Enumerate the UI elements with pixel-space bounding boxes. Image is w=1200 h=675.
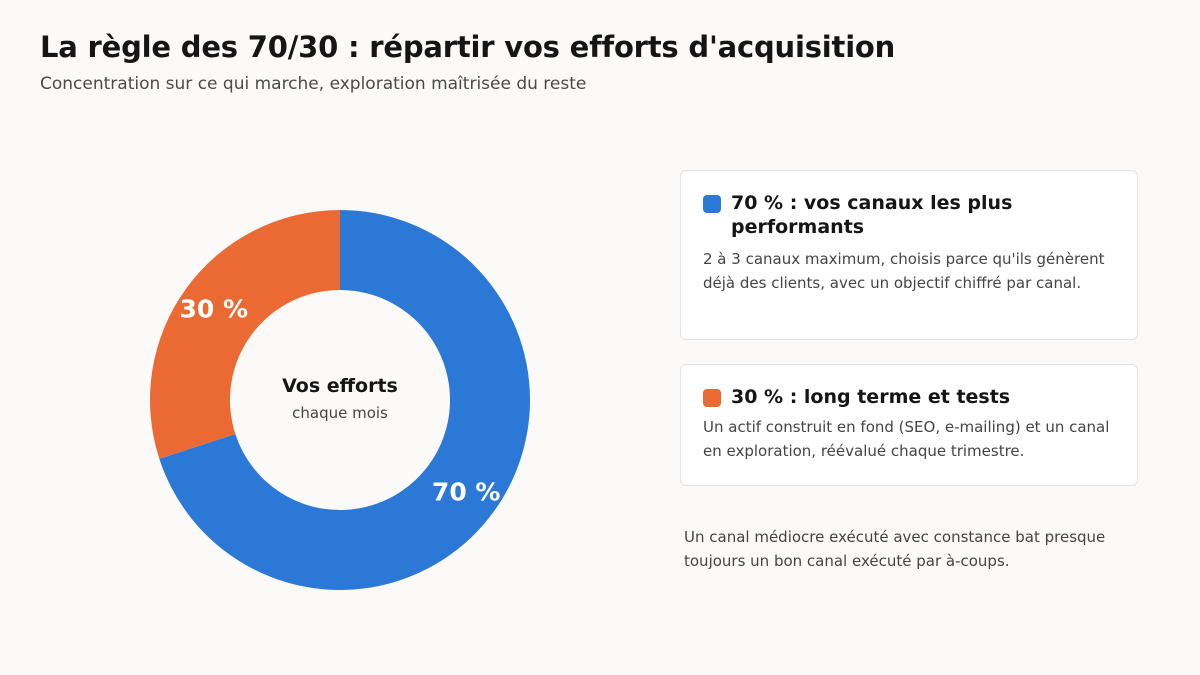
legend-card-title: 70 % : vos canaux les plus performants bbox=[731, 192, 1013, 238]
donut-center-subtitle: chaque mois bbox=[292, 404, 388, 422]
donut-chart: 70 % 30 % Vos efforts chaque mois bbox=[149, 210, 530, 590]
legend-card-header: 70 % : vos canaux les plus performants bbox=[703, 191, 1115, 239]
legend-card-primary: 70 % : vos canaux les plus performants 2… bbox=[680, 170, 1138, 340]
page-subtitle: Concentration sur ce qui marche, explora… bbox=[40, 74, 587, 94]
donut-center-title: Vos efforts bbox=[282, 375, 398, 397]
legend-card-secondary: 30 % : long terme et tests Un actif cons… bbox=[680, 364, 1138, 486]
blue-swatch-icon bbox=[703, 195, 721, 213]
orange-swatch-icon bbox=[703, 389, 721, 407]
donut-slices bbox=[149, 210, 530, 590]
legend-card-title: 30 % : long terme et tests bbox=[731, 386, 1011, 408]
page-title: La règle des 70/30 : répartir vos effort… bbox=[40, 30, 896, 64]
donut-slice bbox=[159, 210, 530, 590]
legend-card-header: 30 % : long terme et tests bbox=[703, 385, 1115, 409]
donut-slice-labels: 70 % 30 % bbox=[180, 294, 501, 506]
donut-slice bbox=[149, 210, 340, 459]
legend-card-description: Un actif construit en fond (SEO, e-maili… bbox=[703, 418, 1110, 460]
donut-slice-label: 30 % bbox=[180, 294, 249, 323]
legend-card-description: 2 à 3 canaux maximum, choisis parce qu'i… bbox=[703, 250, 1105, 292]
footnote-text: Un canal médiocre exécuté avec constance… bbox=[684, 528, 1106, 570]
donut-slice-label: 70 % bbox=[432, 478, 501, 507]
